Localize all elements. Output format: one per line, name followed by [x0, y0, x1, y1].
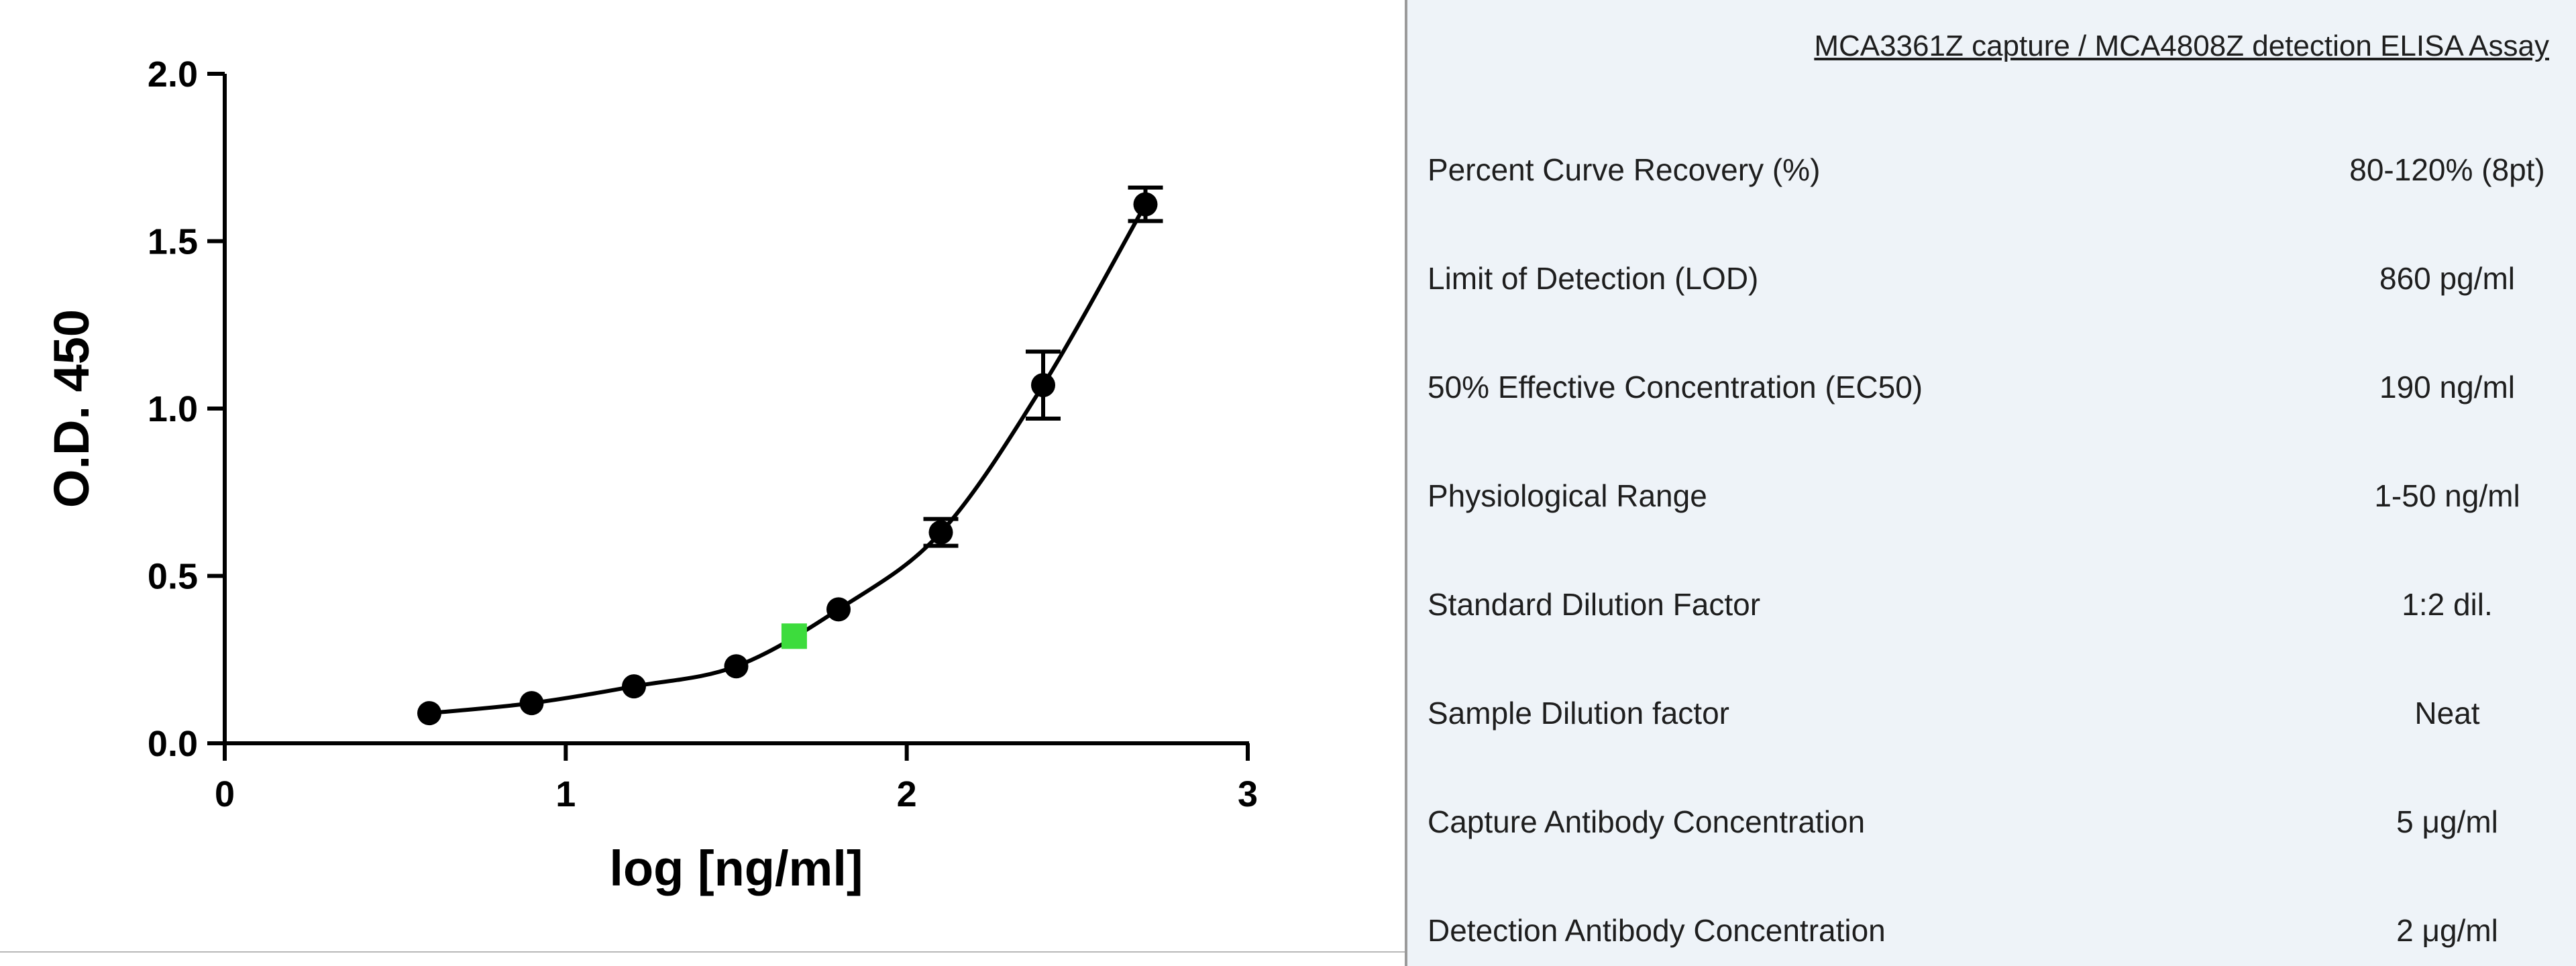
chart-axes: 0 1 2 3 0.0 0.5 1.0 1.5 2.0	[148, 54, 1258, 814]
x-tick-label: 2	[897, 774, 917, 814]
property-value: 2 μg/ml	[2396, 913, 2498, 948]
table-row: Standard Dilution Factor 1:2 dil.	[1407, 566, 2576, 633]
data-point	[724, 654, 749, 679]
property-value: 5 μg/ml	[2396, 804, 2498, 839]
chart-panel: 0 1 2 3 0.0 0.5 1.0 1.5 2.0 log [ng/ml] O.D. 450	[0, 54, 1405, 953]
property-value: 1:2 dil.	[2402, 587, 2493, 622]
property-name: Sample Dilution factor	[1428, 696, 1729, 731]
assay-properties-panel: MCA3361Z capture / MCA4808Z detection EL…	[1407, 0, 2576, 966]
standard-curve-chart: 0 1 2 3 0.0 0.5 1.0 1.5 2.0 log [ng/ml] O.D. 450	[44, 54, 1258, 896]
property-value: 80-120% (8pt)	[2349, 152, 2545, 187]
property-value: 1-50 ng/ml	[2374, 478, 2520, 513]
table-row: Detection Antibody Concentration 2 μg/ml	[1407, 892, 2576, 959]
x-axis-title: log [ng/ml]	[609, 841, 863, 896]
table-row: Capture Antibody Concentration 5 μg/ml	[1407, 784, 2576, 851]
data-point	[928, 520, 953, 545]
property-name: Percent Curve Recovery (%)	[1428, 152, 1821, 187]
data-point	[519, 691, 544, 716]
property-name: Detection Antibody Concentration	[1428, 913, 1886, 948]
y-tick-label: 0.5	[148, 557, 198, 597]
table-row: Physiological Range 1-50 ng/ml	[1407, 458, 2576, 525]
property-value: Neat	[2414, 696, 2480, 731]
table-row: Percent Curve Recovery (%) 80-120% (8pt)	[1407, 131, 2576, 199]
y-axis-title: O.D. 450	[44, 309, 99, 508]
table-row: Limit of Detection (LOD) 860 pg/ml	[1407, 240, 2576, 307]
property-name: Capture Antibody Concentration	[1428, 804, 1866, 839]
table-row: 50% Effective Concentration (EC50) 190 ng…	[1407, 349, 2576, 416]
x-tick-label: 1	[555, 774, 576, 814]
y-tick-label: 0.0	[148, 724, 198, 764]
y-tick-label: 2.0	[148, 54, 198, 95]
data-point	[1031, 373, 1055, 398]
data-point	[622, 674, 646, 699]
property-value: 860 pg/ml	[2379, 261, 2515, 296]
property-name: Physiological Range	[1428, 478, 1707, 513]
data-point	[826, 597, 851, 622]
data-point	[417, 701, 441, 726]
y-tick-label: 1.0	[148, 389, 198, 429]
panel-divider	[1405, 0, 1407, 966]
data-points-layer	[417, 185, 1163, 726]
y-tick-label: 1.5	[148, 222, 198, 262]
highlight-point	[781, 623, 807, 649]
x-tick-label: 0	[215, 774, 235, 814]
property-name: 50% Effective Concentration (EC50)	[1428, 370, 1923, 405]
assay-title: MCA3361Z capture / MCA4808Z detection EL…	[1814, 30, 2549, 62]
x-tick-label: 3	[1238, 774, 1258, 814]
property-name: Standard Dilution Factor	[1428, 587, 1761, 622]
data-point	[1133, 192, 1158, 217]
property-name: Limit of Detection (LOD)	[1428, 261, 1759, 296]
property-value: 190 ng/ml	[2379, 370, 2515, 405]
table-row: Sample Dilution factor Neat	[1407, 675, 2576, 742]
